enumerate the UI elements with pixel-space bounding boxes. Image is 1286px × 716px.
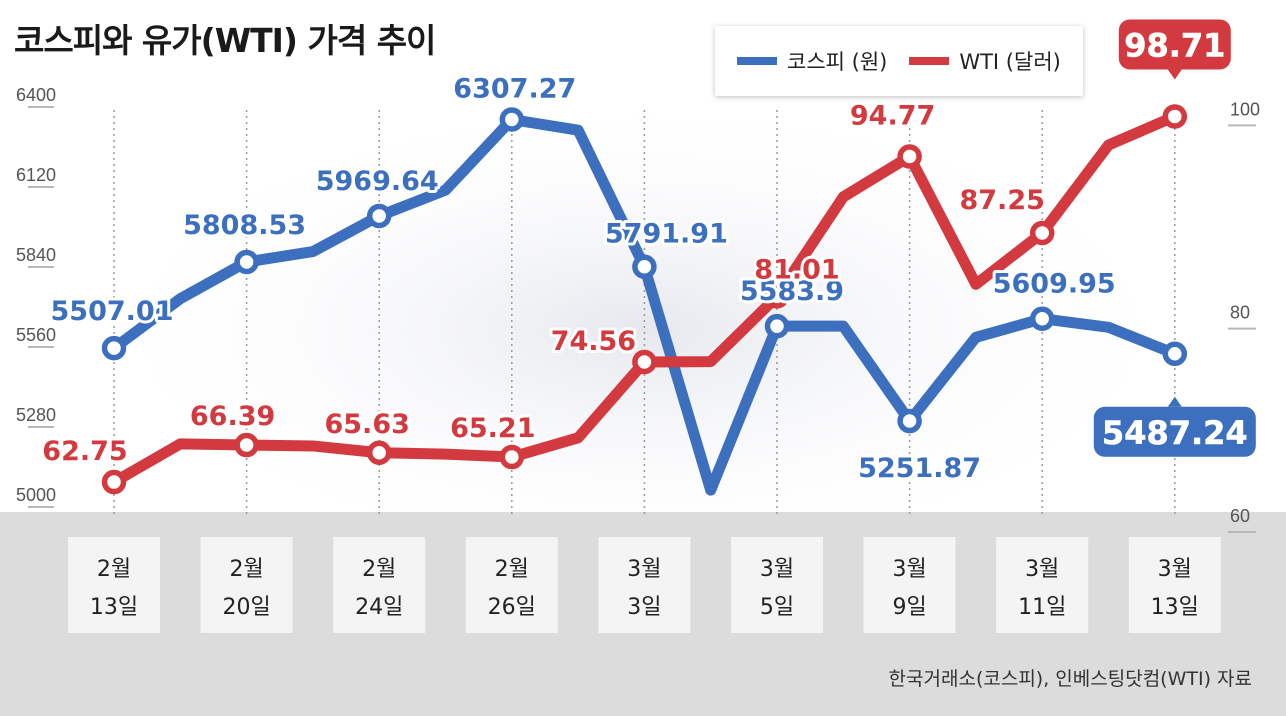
right-tick-label: 80 xyxy=(1230,303,1250,323)
date-day: 24일 xyxy=(355,595,403,620)
wti-data-label: 62.75 xyxy=(42,436,127,467)
date-day: 9일 xyxy=(892,595,926,620)
kospi-point xyxy=(764,313,790,339)
date-box xyxy=(731,537,823,633)
wti-data-label: 81.01 xyxy=(754,254,839,285)
wti-point xyxy=(632,349,657,375)
date-day: 20일 xyxy=(222,595,270,620)
date-day: 13일 xyxy=(90,595,138,620)
date-day: 13일 xyxy=(1151,595,1199,620)
date-box xyxy=(465,537,558,633)
kospi-point xyxy=(366,203,392,229)
wti-point xyxy=(101,469,127,495)
left-tick-label: 5840 xyxy=(16,245,56,265)
left-tick-label: 5560 xyxy=(16,325,56,345)
date-month: 2월 xyxy=(97,557,131,582)
callout-pointer xyxy=(1167,396,1182,407)
kospi-data-label: 6307.27 xyxy=(453,73,576,104)
wti-point xyxy=(366,440,392,466)
right-tick-label: 60 xyxy=(1230,506,1250,526)
legend: 코스피 (원) WTI (달러) xyxy=(715,26,1083,96)
date-box xyxy=(333,537,426,633)
legend-item-kospi: 코스피 (원) xyxy=(737,46,887,76)
date-month: 2월 xyxy=(362,557,396,582)
wti-data-label: 94.77 xyxy=(850,101,935,132)
chart-title: 코스피와 유가(WTI) 가격 추이 xyxy=(14,21,436,60)
wti-point xyxy=(1029,220,1055,246)
date-box xyxy=(200,537,293,633)
date-month: 3월 xyxy=(627,557,661,582)
kospi-point xyxy=(1029,306,1055,331)
date-day: 5일 xyxy=(760,595,794,620)
wti-callout-box xyxy=(1118,19,1231,70)
legend-swatch-kospi xyxy=(737,57,777,65)
date-day: 11일 xyxy=(1018,595,1066,620)
callout-pointer xyxy=(1167,69,1182,80)
date-month: 2월 xyxy=(229,557,263,582)
kospi-point xyxy=(101,335,127,361)
legend-label-kospi: 코스피 (원) xyxy=(787,50,888,74)
date-month: 2월 xyxy=(495,557,529,582)
wti-point xyxy=(764,284,790,309)
left-tick-label: 5000 xyxy=(16,485,56,505)
kospi-data-label: 5791.91 xyxy=(605,219,728,250)
wti-data-label: 66.39 xyxy=(190,401,275,432)
kospi-data-label: 5507.01 xyxy=(51,296,174,327)
wti-data-label: 65.63 xyxy=(324,409,409,440)
date-month: 3월 xyxy=(892,557,926,582)
background-glow xyxy=(80,90,1200,570)
date-box xyxy=(598,537,691,633)
date-day: 26일 xyxy=(488,595,536,620)
kospi-point xyxy=(499,107,525,132)
wti-data-label: 87.25 xyxy=(959,185,1044,216)
date-month: 3월 xyxy=(1025,557,1059,582)
wti-point xyxy=(499,444,525,470)
left-tick-label: 6120 xyxy=(16,165,56,185)
date-box xyxy=(1128,537,1221,633)
legend-label-wti: WTI (달러) xyxy=(959,50,1061,74)
kospi-point xyxy=(234,249,259,275)
date-box xyxy=(863,537,956,633)
wti-point xyxy=(234,432,259,458)
kospi-data-label: 5583.9 xyxy=(740,276,844,307)
kospi-callout-box xyxy=(1093,406,1256,457)
left-tick-label: 5280 xyxy=(16,405,56,425)
wti-data-label: 74.56 xyxy=(551,326,636,357)
date-box xyxy=(68,537,160,633)
kospi-data-label: 5251.87 xyxy=(858,453,981,484)
kospi-point xyxy=(632,254,657,279)
kospi-data-label: 5808.53 xyxy=(183,210,306,241)
legend-swatch-wti xyxy=(909,57,950,65)
kospi-point xyxy=(897,408,922,434)
wti-point xyxy=(897,144,922,169)
legend-item-wti: WTI (달러) xyxy=(909,46,1061,76)
date-month: 3월 xyxy=(760,557,794,582)
date-box xyxy=(996,537,1089,633)
kospi-callout-label: 5487.24 xyxy=(1102,414,1248,452)
wti-point xyxy=(1162,104,1188,129)
wti-data-label: 65.21 xyxy=(450,413,535,444)
date-month: 3월 xyxy=(1158,557,1192,582)
kospi-data-label: 5609.95 xyxy=(993,269,1116,300)
left-tick-label: 6400 xyxy=(16,85,56,105)
date-day: 3일 xyxy=(627,595,661,620)
source-note: 한국거래소(코스피), 인베스팅닷컴(WTI) 자료 xyxy=(888,668,1252,690)
right-tick-label: 100 xyxy=(1230,99,1260,119)
kospi-point xyxy=(1162,341,1188,367)
kospi-data-label: 5969.64 xyxy=(316,166,439,197)
wti-callout-label: 98.71 xyxy=(1124,26,1225,64)
